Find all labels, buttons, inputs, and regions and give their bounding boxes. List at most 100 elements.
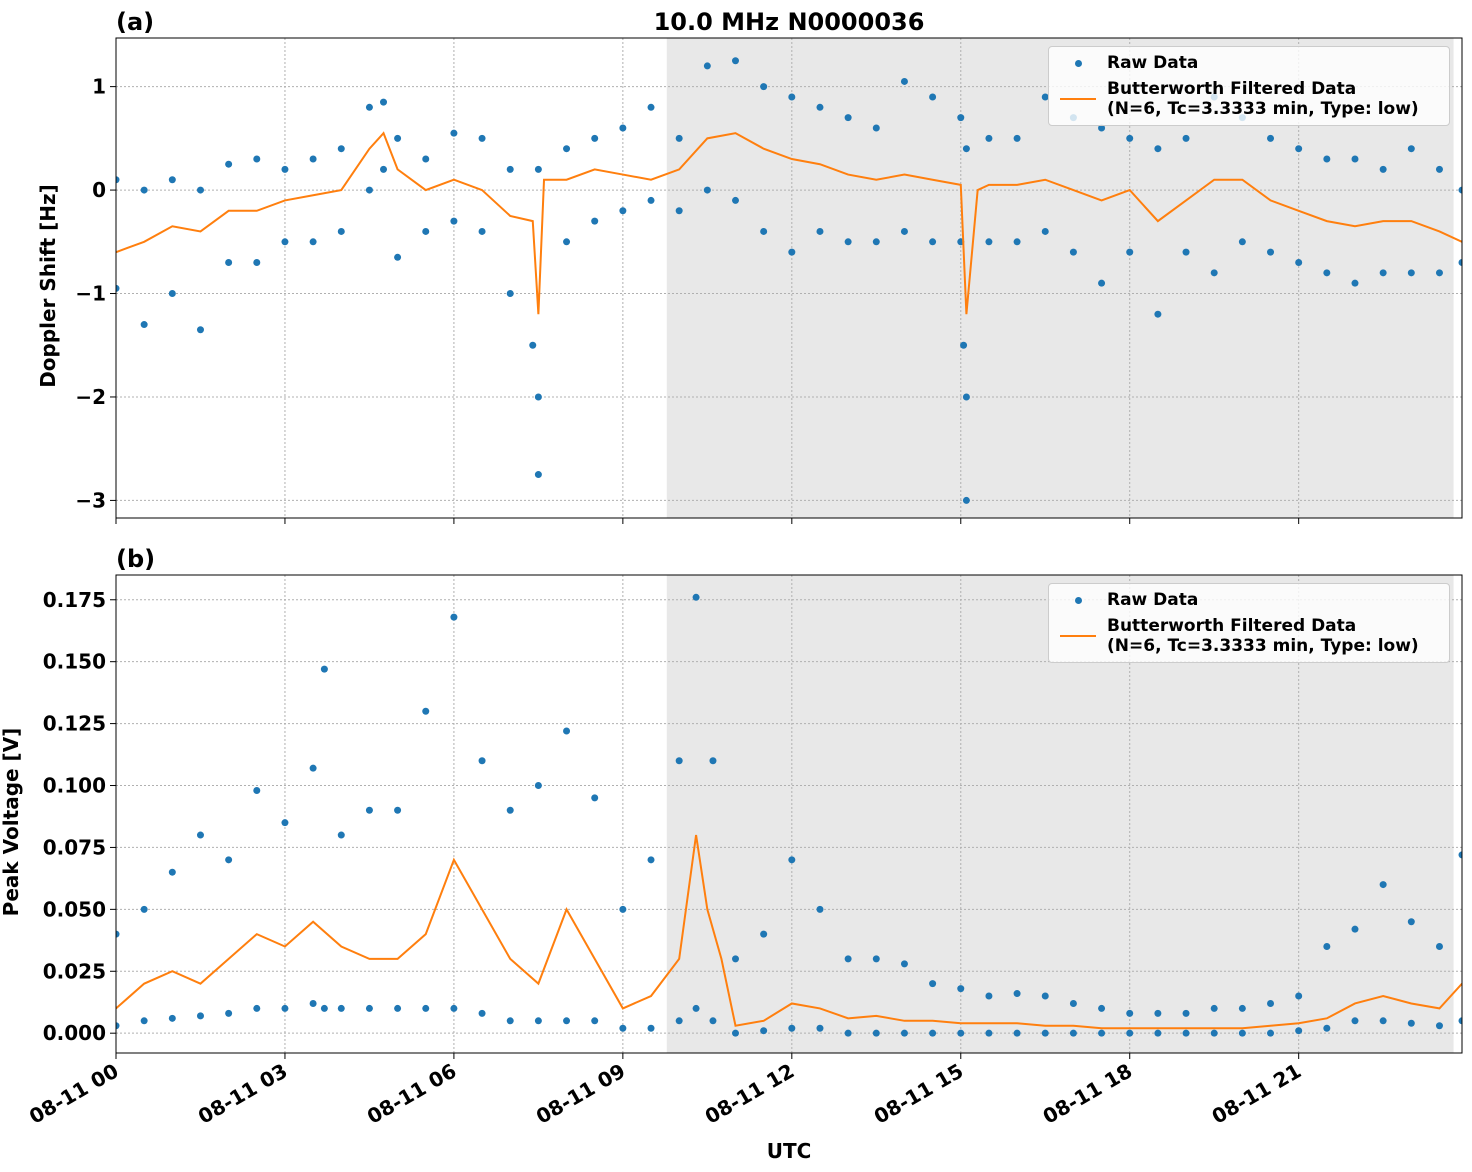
raw-point <box>1069 248 1077 256</box>
raw-point <box>116 176 120 184</box>
y-tick-label: 0.175 <box>43 588 106 612</box>
raw-point <box>731 196 739 204</box>
raw-point <box>116 1022 120 1030</box>
raw-point <box>647 196 655 204</box>
raw-point <box>1013 1029 1021 1037</box>
raw-point <box>647 103 655 111</box>
raw-point <box>703 62 711 70</box>
raw-point <box>872 1029 880 1037</box>
raw-point <box>337 1004 345 1012</box>
raw-point <box>1238 1004 1246 1012</box>
raw-point <box>394 806 402 814</box>
raw-point <box>1323 269 1331 277</box>
raw-point <box>985 238 993 246</box>
raw-point <box>1098 1004 1106 1012</box>
filtered-line <box>116 131 1462 315</box>
raw-point <box>900 1029 908 1037</box>
raw-point <box>1182 134 1190 142</box>
raw-point <box>1351 155 1359 163</box>
raw-point <box>394 1004 402 1012</box>
raw-point <box>1126 134 1134 142</box>
x-tick-label: 08-11 12 <box>701 1059 799 1129</box>
raw-point <box>281 238 289 246</box>
raw-point <box>962 496 970 504</box>
raw-point <box>309 764 317 772</box>
raw-point <box>703 186 711 194</box>
raw-point <box>116 930 120 938</box>
raw-point <box>422 1004 430 1012</box>
raw-point <box>1154 1029 1162 1037</box>
raw-point <box>1351 1017 1359 1025</box>
raw-point <box>760 930 768 938</box>
raw-point <box>1238 238 1246 246</box>
raw-point <box>309 999 317 1007</box>
raw-point <box>1098 124 1106 132</box>
raw-point <box>394 253 402 261</box>
raw-point <box>788 93 796 101</box>
raw-point <box>731 57 739 65</box>
raw-point <box>1435 943 1443 951</box>
raw-point <box>450 129 458 137</box>
raw-point <box>929 980 937 988</box>
raw-point <box>1379 881 1387 889</box>
raw-point <box>844 114 852 122</box>
raw-point <box>1267 999 1275 1007</box>
raw-point <box>675 134 683 142</box>
raw-point <box>394 134 402 142</box>
raw-point <box>816 227 824 235</box>
raw-point <box>253 1004 261 1012</box>
x-tick-label: 08-11 00 <box>25 1059 123 1129</box>
raw-point <box>929 1029 937 1037</box>
raw-point <box>1379 1017 1387 1025</box>
legend-key <box>1049 98 1107 100</box>
raw-point <box>619 124 627 132</box>
raw-point <box>1323 943 1331 951</box>
raw-point <box>788 856 796 864</box>
raw-point <box>872 124 880 132</box>
raw-point <box>534 393 542 401</box>
y-tick-label: 0.150 <box>43 650 106 674</box>
raw-point <box>1041 1029 1049 1037</box>
raw-point <box>816 1024 824 1032</box>
raw-point <box>1013 238 1021 246</box>
raw-point <box>478 757 486 765</box>
raw-point <box>168 176 176 184</box>
y-axis-label: Peak Voltage [V] <box>0 728 23 917</box>
raw-point <box>1098 1029 1106 1037</box>
raw-point <box>281 819 289 827</box>
raw-point <box>1182 1009 1190 1017</box>
raw-point <box>422 707 430 715</box>
raw-point <box>1154 145 1162 153</box>
raw-point <box>1210 1004 1218 1012</box>
raw-point <box>534 165 542 173</box>
raw-point <box>196 186 204 194</box>
x-tick-label: 08-11 21 <box>1208 1059 1306 1129</box>
raw-point <box>1267 134 1275 142</box>
legend: Raw Data Butterworth Filtered Data (N=6, … <box>1048 583 1450 663</box>
raw-point <box>900 77 908 85</box>
raw-point <box>422 227 430 235</box>
raw-point <box>478 227 486 235</box>
raw-point <box>1379 165 1387 173</box>
raw-point <box>365 103 373 111</box>
raw-point <box>529 341 537 349</box>
filtered-line <box>116 834 1462 1030</box>
raw-point <box>788 248 796 256</box>
raw-point <box>957 985 965 993</box>
raw-point <box>872 955 880 963</box>
plot-area <box>116 593 1462 1037</box>
raw-point <box>816 103 824 111</box>
raw-point <box>844 238 852 246</box>
raw-point <box>1435 1022 1443 1030</box>
y-tick-label: −3 <box>75 488 106 512</box>
raw-point <box>563 238 571 246</box>
raw-point <box>1379 269 1387 277</box>
raw-point <box>253 786 261 794</box>
raw-point <box>1126 1009 1134 1017</box>
raw-point <box>960 341 968 349</box>
legend-entry: Butterworth Filtered Data (N=6, Tc=3.333… <box>1049 79 1419 119</box>
y-tick-label: 1 <box>92 75 106 99</box>
raw-point <box>563 727 571 735</box>
y-tick-label: 0.025 <box>43 959 106 983</box>
raw-point <box>225 258 233 266</box>
